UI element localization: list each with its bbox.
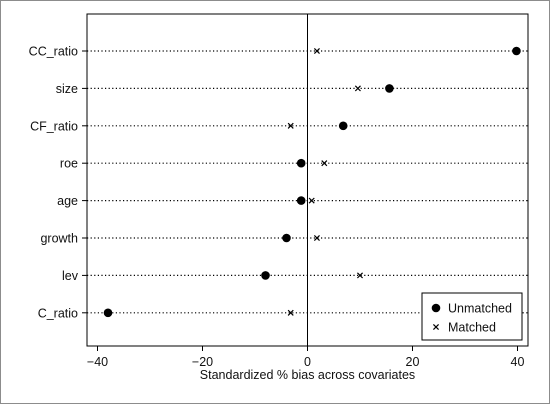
x-axis-title: Standardized % bias across covariates bbox=[200, 368, 415, 382]
legend-unmatched-label: Unmatched bbox=[448, 302, 512, 316]
x-tick-label--40: −40 bbox=[87, 355, 108, 369]
point-unmatched-age bbox=[296, 196, 306, 205]
point-matched-CF_ratio bbox=[287, 122, 294, 129]
y-tick-label-lev: lev bbox=[62, 269, 79, 283]
point-unmatched-roe bbox=[296, 158, 306, 168]
x-axis: −40 −20 0 20 40 bbox=[87, 346, 525, 369]
point-matched-size bbox=[354, 85, 361, 92]
point-matched-growth bbox=[313, 234, 320, 242]
point-unmatched-CC_ratio bbox=[512, 46, 521, 56]
point-matched-C_ratio bbox=[287, 309, 294, 316]
x-tick-label-40: 40 bbox=[511, 355, 525, 369]
y-tick-label-size: size bbox=[56, 82, 78, 96]
series-matched bbox=[287, 47, 364, 316]
point-unmatched-C_ratio bbox=[103, 308, 113, 318]
y-tick-label-CC_ratio: CC_ratio bbox=[29, 45, 78, 59]
y-tick-label-C_ratio: C_ratio bbox=[38, 306, 78, 320]
point-unmatched-CF_ratio bbox=[338, 121, 348, 131]
legend-box bbox=[421, 292, 523, 341]
y-tick-label-roe: roe bbox=[60, 157, 78, 171]
legend-matched-label: Matched bbox=[448, 321, 496, 335]
point-matched-roe bbox=[321, 160, 328, 167]
y-tick-label-age: age bbox=[57, 194, 78, 208]
x-tick-label-0: 0 bbox=[304, 355, 311, 369]
x-tick-label--20: −20 bbox=[192, 355, 213, 369]
y-tick-label-growth: growth bbox=[40, 232, 78, 246]
point-unmatched-lev bbox=[261, 271, 270, 280]
legend-matched-marker bbox=[432, 323, 440, 331]
point-unmatched-size bbox=[385, 84, 394, 93]
series-unmatched bbox=[103, 46, 521, 318]
point-matched-age bbox=[308, 197, 315, 204]
legend: Unmatched Matched bbox=[421, 292, 523, 341]
legend-unmatched-marker bbox=[431, 303, 441, 313]
x-tick-label-20: 20 bbox=[406, 355, 420, 369]
y-tick-label-CF_ratio: CF_ratio bbox=[30, 119, 78, 133]
point-unmatched-growth bbox=[282, 233, 291, 243]
point-matched-CC_ratio bbox=[313, 47, 320, 55]
point-matched-lev bbox=[356, 272, 364, 279]
